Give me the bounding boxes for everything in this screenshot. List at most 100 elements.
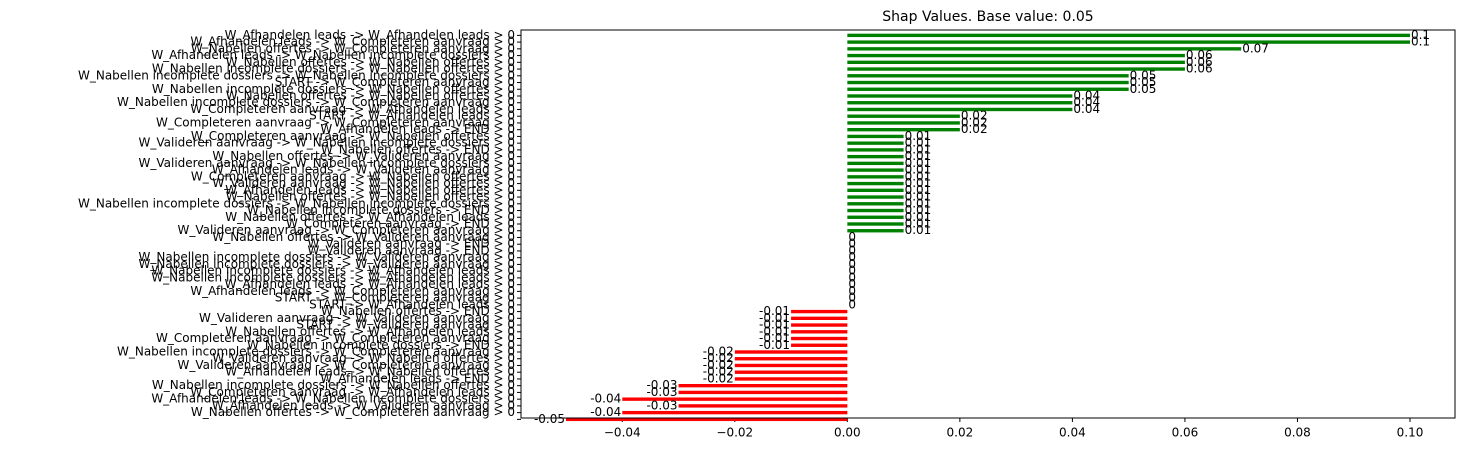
bar [791,309,848,314]
value-label: 0 [848,284,856,298]
value-label: 0.01 [905,136,932,150]
bar [847,168,904,172]
chart-title: Shap Values. Base value: 0.05 [882,9,1093,25]
y-tick-label: W_Nabellen incomplete dossiers -> END > … [247,203,515,217]
value-label: 0.02 [961,122,988,136]
y-tick-label: W_Afhandelen leads -> W_Valideren aanvra… [212,163,515,177]
y-tick-label: W_Afhandelen leads -> W_Nabellen offerte… [225,365,515,379]
y-tick-label: START -> W_Completeren aanvraag > 0 [275,75,515,89]
bar [847,40,1410,44]
bar [791,316,848,320]
y-tick-label: W_Afhandelen leads -> W_Nabellen incompl… [151,392,515,406]
value-label: 0.02 [961,109,988,123]
value-label: 0.07 [1242,41,1269,55]
y-tick-label: W_Afhandelen leads -> W_Nabellen incompl… [151,48,515,62]
value-label: 0 [848,257,856,271]
bar [622,410,848,415]
y-tick-label: W_Nabellen offertes -> W_Valideren aanvr… [212,149,515,163]
bar [791,323,848,327]
value-label: 0.05 [1130,68,1157,82]
y-tick-label: W_Nabellen offertes -> W_Afhandelen lead… [225,324,515,338]
bar [847,80,1129,85]
bar [847,47,1242,51]
bar [847,148,904,152]
bar [847,208,904,213]
value-label: 0.01 [905,129,932,143]
value-label: -0.03 [646,378,677,392]
y-tick-label: W_Nabellen incomplete dossiers -> W_Vali… [139,257,515,271]
value-label: -0.03 [646,398,677,412]
value-label: 0.05 [1130,75,1157,89]
value-label: 0.01 [905,196,932,210]
bar [847,141,904,145]
value-label: 0.05 [1130,82,1157,96]
value-label: 0 [848,291,856,305]
bar [791,330,848,334]
value-label: 0 [848,250,856,264]
value-label: 0.01 [905,223,932,237]
bar [847,33,1410,38]
y-tick-label: W_Nabellen incomplete dossiers -> W_Comp… [117,345,515,359]
x-tick-label: −0.04 [604,426,641,440]
value-label: -0.05 [534,412,565,426]
value-label: -0.01 [759,338,790,352]
bar [791,343,848,347]
y-tick-label: W_Valideren aanvraag -> W_Valideren aanv… [199,311,515,325]
bar [847,202,904,206]
x-tick-label: 0.10 [1397,426,1424,440]
bar [847,229,904,233]
y-tick-label: START -> W_Valideren aanvraag > 0 [296,318,515,332]
y-tick-label: W_Nabellen incomplete dossiers -> W_Nabe… [152,82,515,96]
y-tick-label: W_Nabellen offertes -> W_Afhandelen lead… [225,210,515,224]
value-label: 0.06 [1186,55,1213,69]
y-tick-label: START -> W_Afhandelen leads > 0 [309,109,515,123]
value-label: 0 [848,264,856,278]
bar [847,53,1185,58]
y-tick-label: W_Nabellen offertes -> W_Completeren aan… [191,41,515,55]
value-label: 0.06 [1186,48,1213,62]
y-tick-label: W_Nabellen offertes -> END > 0 [321,142,515,156]
y-tick-label: W_Completeren aanvraag -> W_Nabellen off… [191,169,515,183]
y-tick-label: W_Valideren aanvraag -> W_Nabellen incom… [139,136,515,150]
value-label: 0.01 [905,210,932,224]
y-tick-label: W_Valideren aanvraag -> END > 0 [308,243,515,257]
value-label: -0.01 [759,324,790,338]
y-tick-label: START -> W_Completeren aanvraag > 0 [275,291,515,305]
y-tick-label: W_Nabellen offertes -> W_Nabellen offert… [226,190,515,204]
y-tick-label: W_Nabellen incomplete dossiers -> W_Nabe… [152,378,515,392]
value-label: -0.02 [703,351,734,365]
bar [847,128,960,132]
x-tick-label: 0.00 [834,426,861,440]
bar [847,134,904,139]
value-label: 0.02 [961,115,988,129]
x-tick-label: −0.02 [716,426,753,440]
value-label: 0.04 [1073,102,1100,116]
value-label: 0 [848,237,856,251]
value-label: 0 [848,297,856,311]
bar [847,161,904,166]
x-tick-label: 0.02 [947,426,974,440]
bar [847,107,1073,112]
y-tick-label: W_Valideren aanvraag -> W_Nabellen offer… [212,351,515,365]
bar [566,417,848,422]
value-label: 0.01 [905,176,932,190]
y-tick-label: W_Completeren aanvraag -> W_Afhandelen l… [190,102,515,116]
y-tick-label: W_Valideren aanvraag -> END > 0 [308,237,515,251]
x-tick-label: 0.04 [1059,426,1086,440]
y-tick-label: W_Nabellen incomplete dossiers -> W_Nabe… [78,68,515,82]
y-tick-label: W_Nabellen incomplete dossiers -> W_Nabe… [78,196,515,210]
y-tick-label: W_Nabellen incomplete dossiers -> W_Afha… [151,264,515,278]
value-label: 0.04 [1073,89,1100,103]
bar [734,363,848,368]
y-tick-label: W_Valideren aanvraag -> W_Completeren aa… [178,223,515,237]
bar [734,350,848,354]
value-label: 0.01 [905,156,932,170]
value-label: 0 [848,277,856,291]
bar [847,60,1185,64]
bar [847,222,904,226]
plot-frame [520,29,1456,419]
bar [734,377,848,381]
bar [734,357,848,361]
value-label: 0.01 [905,149,932,163]
y-tick-label: W_Nabellen incomplete dossiers -> W_Afha… [151,270,515,284]
